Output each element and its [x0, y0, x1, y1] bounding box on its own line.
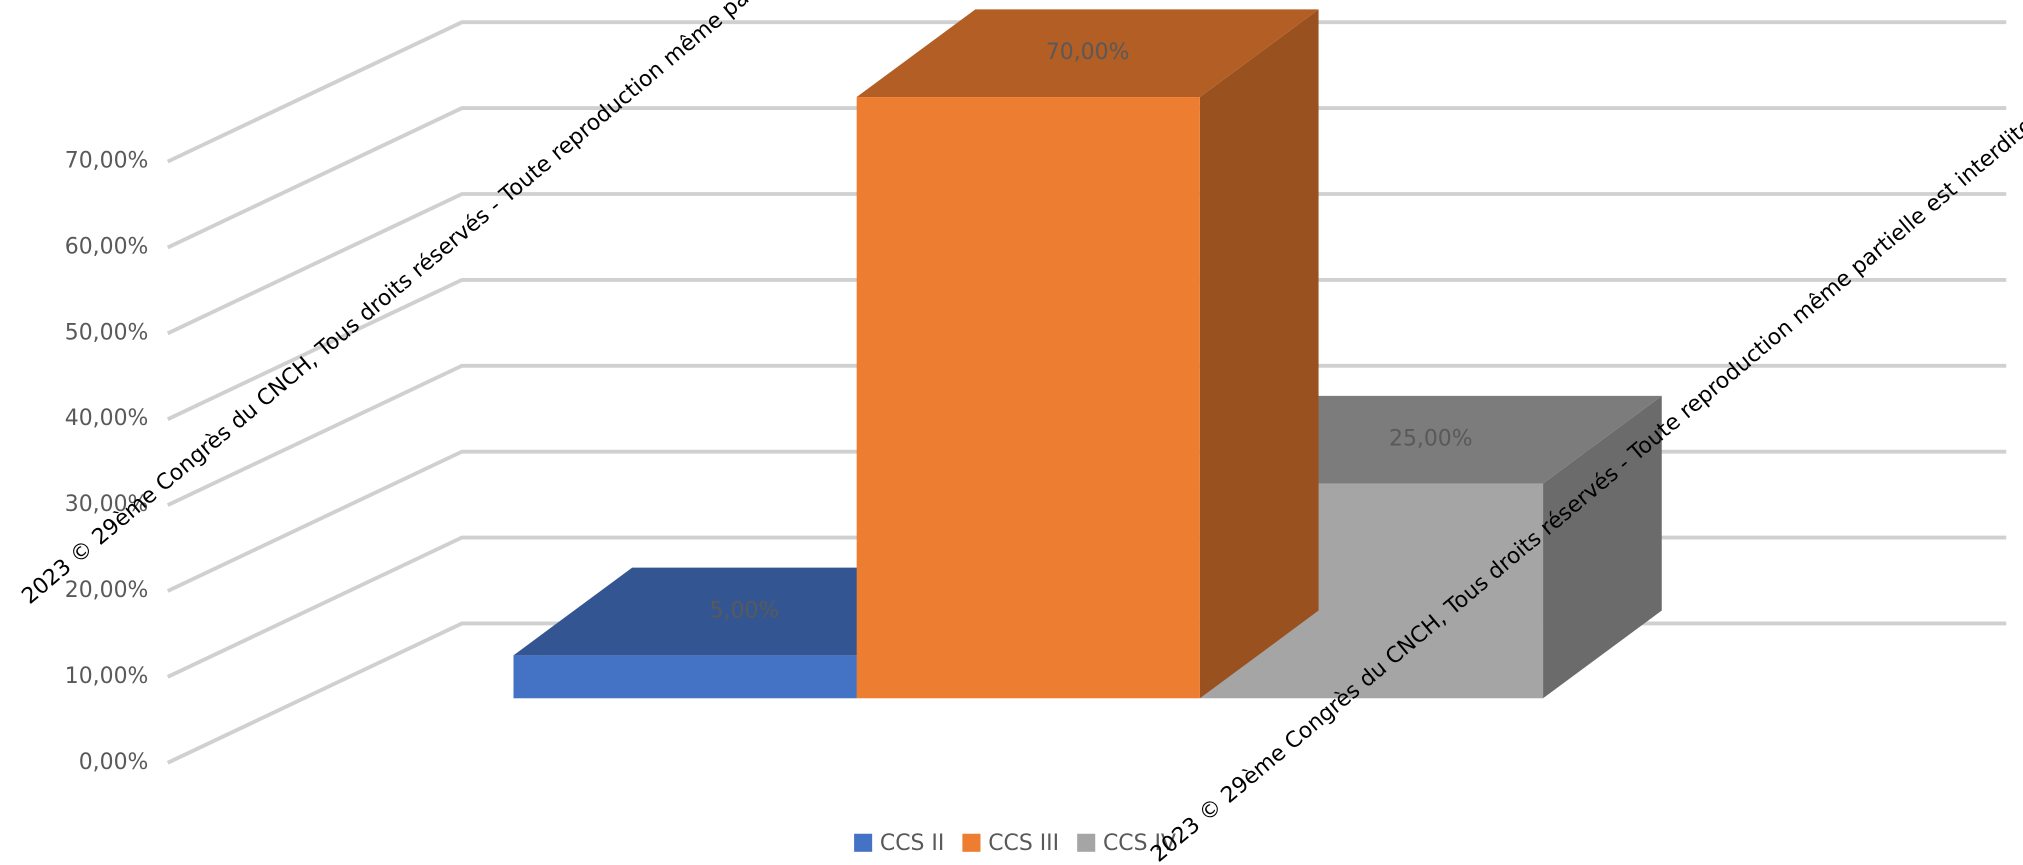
legend-swatch — [1077, 833, 1096, 852]
grid-line — [166, 363, 2007, 507]
data-label: 25,00% — [1389, 427, 1473, 452]
grid-line — [166, 192, 2007, 336]
y-tick-label: 0,00% — [79, 750, 149, 775]
bar-side — [1199, 9, 1319, 699]
legend-swatch — [962, 833, 981, 852]
data-label: 5,00% — [710, 598, 780, 623]
grid-line — [166, 277, 2007, 421]
bar: 70,00% — [856, 9, 1319, 699]
y-tick-label: 60,00% — [65, 234, 149, 259]
legend-label: CCS II — [880, 831, 944, 856]
bar-top — [856, 9, 1319, 98]
y-tick-label: 50,00% — [65, 320, 149, 345]
data-label: 70,00% — [1046, 40, 1130, 65]
y-tick-label: 10,00% — [65, 664, 149, 689]
y-tick-label: 70,00% — [65, 149, 149, 174]
y-tick-label: 20,00% — [65, 578, 149, 603]
bar-side — [1543, 395, 1662, 699]
bar-front — [513, 655, 857, 699]
bar-front — [856, 97, 1200, 699]
grid-line — [166, 20, 2007, 164]
legend-label: CCS IV — [1103, 831, 1176, 856]
y-tick-label: 30,00% — [65, 492, 149, 517]
legend-label: CCS III — [988, 831, 1059, 856]
legend-swatch — [854, 833, 873, 852]
y-tick-label: 40,00% — [65, 406, 149, 431]
grid-line — [166, 106, 2007, 250]
